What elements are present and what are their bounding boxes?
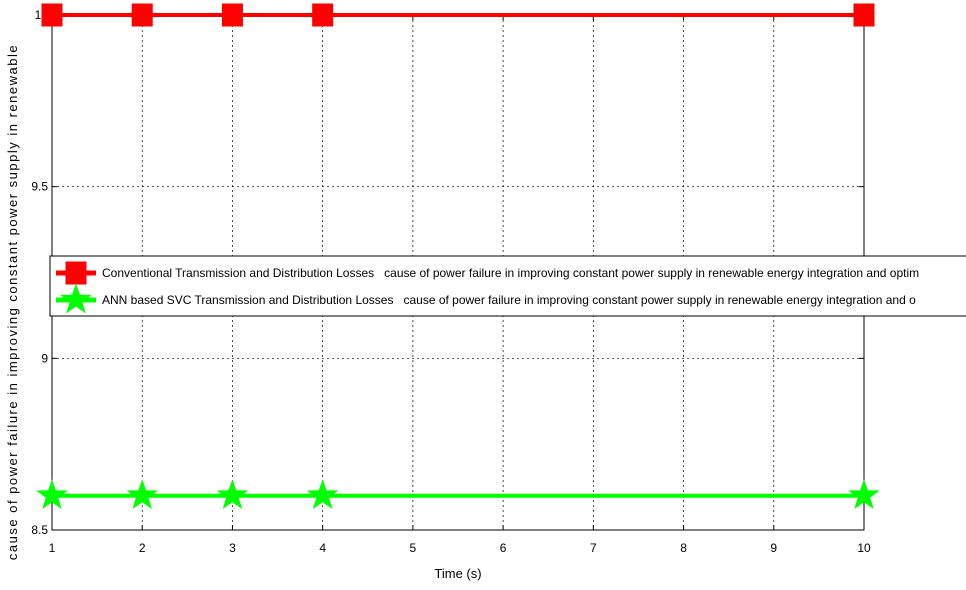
data-point-0	[312, 3, 334, 27]
legend: Conventional Transmission and Distributi…	[49, 255, 966, 317]
x-tick-label: 8	[680, 541, 687, 555]
x-tick-label: 7	[590, 541, 597, 555]
x-tick-label: 9	[770, 541, 777, 555]
data-point-0	[41, 3, 63, 27]
grid-lines	[52, 15, 864, 530]
series-0	[41, 3, 875, 27]
series-layer	[36, 3, 880, 510]
legend-label-ann-svc: ANN based SVC Transmission and Distribut…	[102, 293, 916, 307]
data-point-1	[36, 479, 68, 510]
legend-marker-star	[60, 283, 92, 314]
legend-marker-shape	[60, 283, 92, 314]
data-point-1	[126, 479, 158, 510]
x-tick-label: 3	[229, 541, 236, 555]
y-tick-label: 9.5	[31, 180, 48, 194]
legend-marker-square	[65, 261, 87, 285]
x-tick-label: 5	[410, 541, 417, 555]
data-point-1	[848, 479, 880, 510]
y-tick-label: 8.5	[31, 523, 48, 537]
x-tick-label: 1	[49, 541, 56, 555]
x-tick-label: 6	[500, 541, 507, 555]
legend-item-ann-svc: ANN based SVC Transmission and Distribut…	[56, 283, 916, 314]
data-point-1	[216, 479, 249, 510]
x-tick-label: 2	[139, 541, 146, 555]
data-point-1	[306, 479, 339, 510]
x-axis-label: Time (s)	[434, 566, 481, 581]
data-point-0	[221, 3, 243, 27]
legend-label-conventional: Conventional Transmission and Distributi…	[102, 266, 919, 280]
y-axis-label: cause of power failure in improving cons…	[5, 44, 20, 560]
data-point-0	[131, 3, 153, 27]
y-tick-label: 9	[41, 351, 48, 365]
legend-box	[49, 255, 966, 317]
legend-marker-shape	[65, 261, 87, 285]
x-tick-label: 10	[857, 541, 871, 555]
x-tick-label: 4	[319, 541, 326, 555]
series-1	[36, 479, 880, 510]
data-point-0	[853, 3, 875, 27]
